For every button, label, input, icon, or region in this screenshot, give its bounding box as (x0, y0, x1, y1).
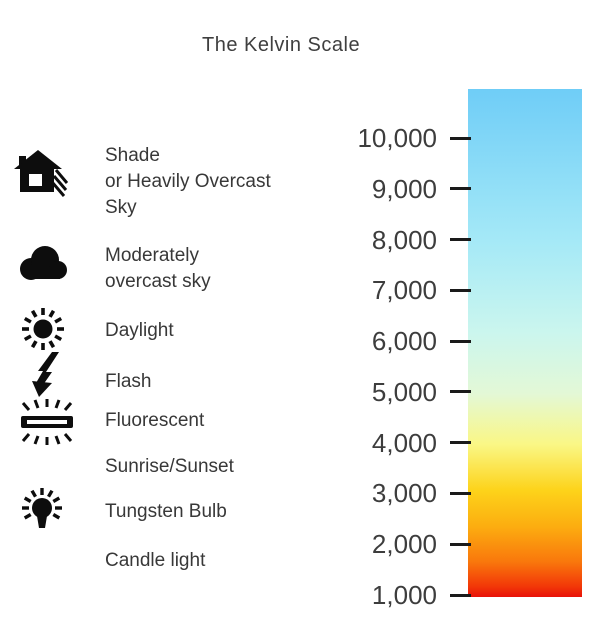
legend-label-line: Sunrise/Sunset (105, 456, 234, 477)
scale-tick-mark (450, 136, 471, 140)
legend-label-sunrise-sunset: Sunrise/Sunset (105, 454, 234, 480)
legend-label-moderately-overcast: Moderately overcast sky (105, 243, 211, 295)
legend-label-candle-light: Candle light (105, 548, 205, 574)
scale-tick-label: 4,000 (371, 427, 437, 458)
legend-label-line: or Heavily Overcast (105, 171, 271, 192)
legend-label-line: Tungsten Bulb (105, 501, 227, 522)
scale-tick-label: 7,000 (371, 275, 437, 306)
kelvin-gradient-bar (468, 89, 582, 597)
scale-tick-mark (450, 187, 471, 191)
legend-label-daylight: Daylight (105, 318, 174, 344)
scale-tick-label: 1,000 (371, 580, 437, 611)
legend-label-tungsten-bulb: Tungsten Bulb (105, 499, 227, 525)
scale-tick-mark (450, 491, 471, 495)
scale-tick-mark (450, 288, 471, 292)
house-shade-icon (12, 150, 68, 198)
light-bulb-icon (16, 486, 68, 536)
scale-tick-mark (450, 339, 471, 343)
legend-label-line: Shade (105, 145, 160, 166)
legend-label-line: Sky (105, 197, 137, 218)
legend-label-line: Fluorescent (105, 410, 205, 431)
fluorescent-tube-icon (16, 397, 78, 447)
scale-tick-mark (450, 390, 471, 394)
legend-label-shade: Shade or Heavily Overcast Sky (105, 143, 271, 221)
flash-bolt-icon (26, 352, 66, 398)
legend-label-line: Moderately (105, 245, 199, 266)
cloud-icon (14, 242, 70, 286)
scale-tick-label: 3,000 (371, 478, 437, 509)
scale-tick-label: 8,000 (371, 224, 437, 255)
legend-label-line: Candle light (105, 550, 206, 571)
legend-label-flash: Flash (105, 369, 151, 395)
scale-tick-mark (450, 542, 471, 546)
scale-tick-mark (450, 441, 471, 445)
legend-label-fluorescent: Fluorescent (105, 408, 204, 434)
scale-tick-label: 5,000 (371, 376, 437, 407)
scale-tick-mark (450, 593, 471, 597)
page-title: The Kelvin Scale (202, 34, 361, 56)
scale-tick-label: 10,000 (357, 123, 437, 153)
scale-tick-label: 2,000 (371, 529, 437, 560)
scale-tick-mark (450, 238, 471, 242)
scale-tick-label: 9,000 (371, 173, 437, 204)
legend-label-line: Daylight (105, 320, 174, 341)
legend-label-line: Flash (105, 371, 152, 392)
legend-label-line: overcast sky (105, 271, 211, 292)
scale-tick-label: 6,000 (371, 326, 437, 357)
sun-icon (20, 306, 66, 352)
